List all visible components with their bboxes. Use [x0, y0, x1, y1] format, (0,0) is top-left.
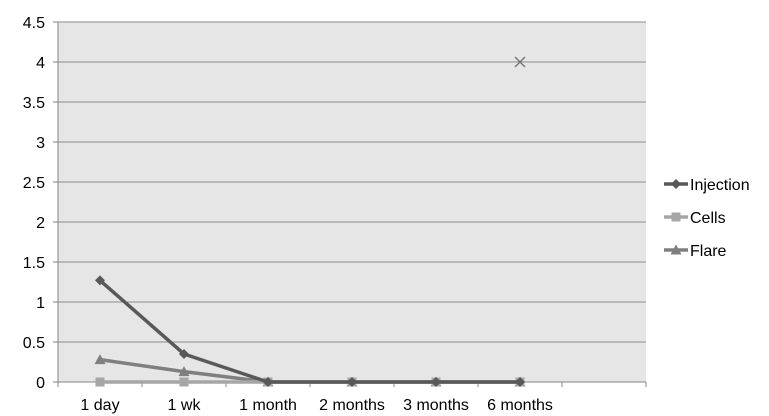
y-tick-label: 3.5	[23, 95, 45, 112]
data-point-injection	[263, 377, 273, 387]
y-tick-label: 0	[36, 375, 45, 392]
data-point-injection	[95, 275, 105, 286]
grid-lines	[58, 21, 646, 343]
x-tick-label: 3 months	[403, 397, 469, 414]
y-tick-label: 0.5	[23, 335, 45, 352]
y-tick-label: 1.5	[23, 255, 45, 272]
data-point-cells	[95, 377, 105, 387]
data-point-injection	[347, 377, 357, 387]
data-point-injection	[515, 377, 525, 387]
y-tick-label: 3	[36, 135, 45, 152]
series-line-injection	[98, 279, 520, 384]
x-marker-stroke	[514, 56, 526, 68]
data-point-cells	[179, 377, 189, 387]
series-lines	[94, 56, 526, 387]
y-tick-label: 2.5	[23, 175, 45, 192]
legend-label-flare: Flare	[690, 243, 727, 260]
legend-marker-cells	[671, 212, 681, 222]
y-tick-label: 4	[36, 55, 45, 72]
data-point-injection	[431, 377, 441, 387]
x-tick-label: 1 wk	[168, 397, 202, 414]
plot-area	[58, 22, 646, 382]
legend-marker-injection	[671, 179, 681, 189]
y-tick-label: 2	[36, 215, 45, 232]
x-tick-label: 1 day	[80, 397, 119, 414]
y-tick-label: 1	[36, 295, 45, 312]
data-point-injection	[179, 349, 189, 359]
data-point-extra	[514, 56, 526, 68]
legend-marker-flare	[670, 244, 682, 255]
legend: Injection Cells Flare	[664, 177, 750, 260]
x-tick-label: 6 months	[487, 397, 553, 414]
data-point-flare	[178, 366, 190, 377]
legend-label-cells: Cells	[690, 210, 726, 227]
legend-label-injection: Injection	[690, 177, 750, 194]
data-point-flare	[94, 354, 106, 365]
x-tick-label: 1 month	[239, 397, 297, 414]
y-tick-label: 4.5	[23, 15, 45, 32]
x-tick-label: 2 months	[319, 397, 385, 414]
